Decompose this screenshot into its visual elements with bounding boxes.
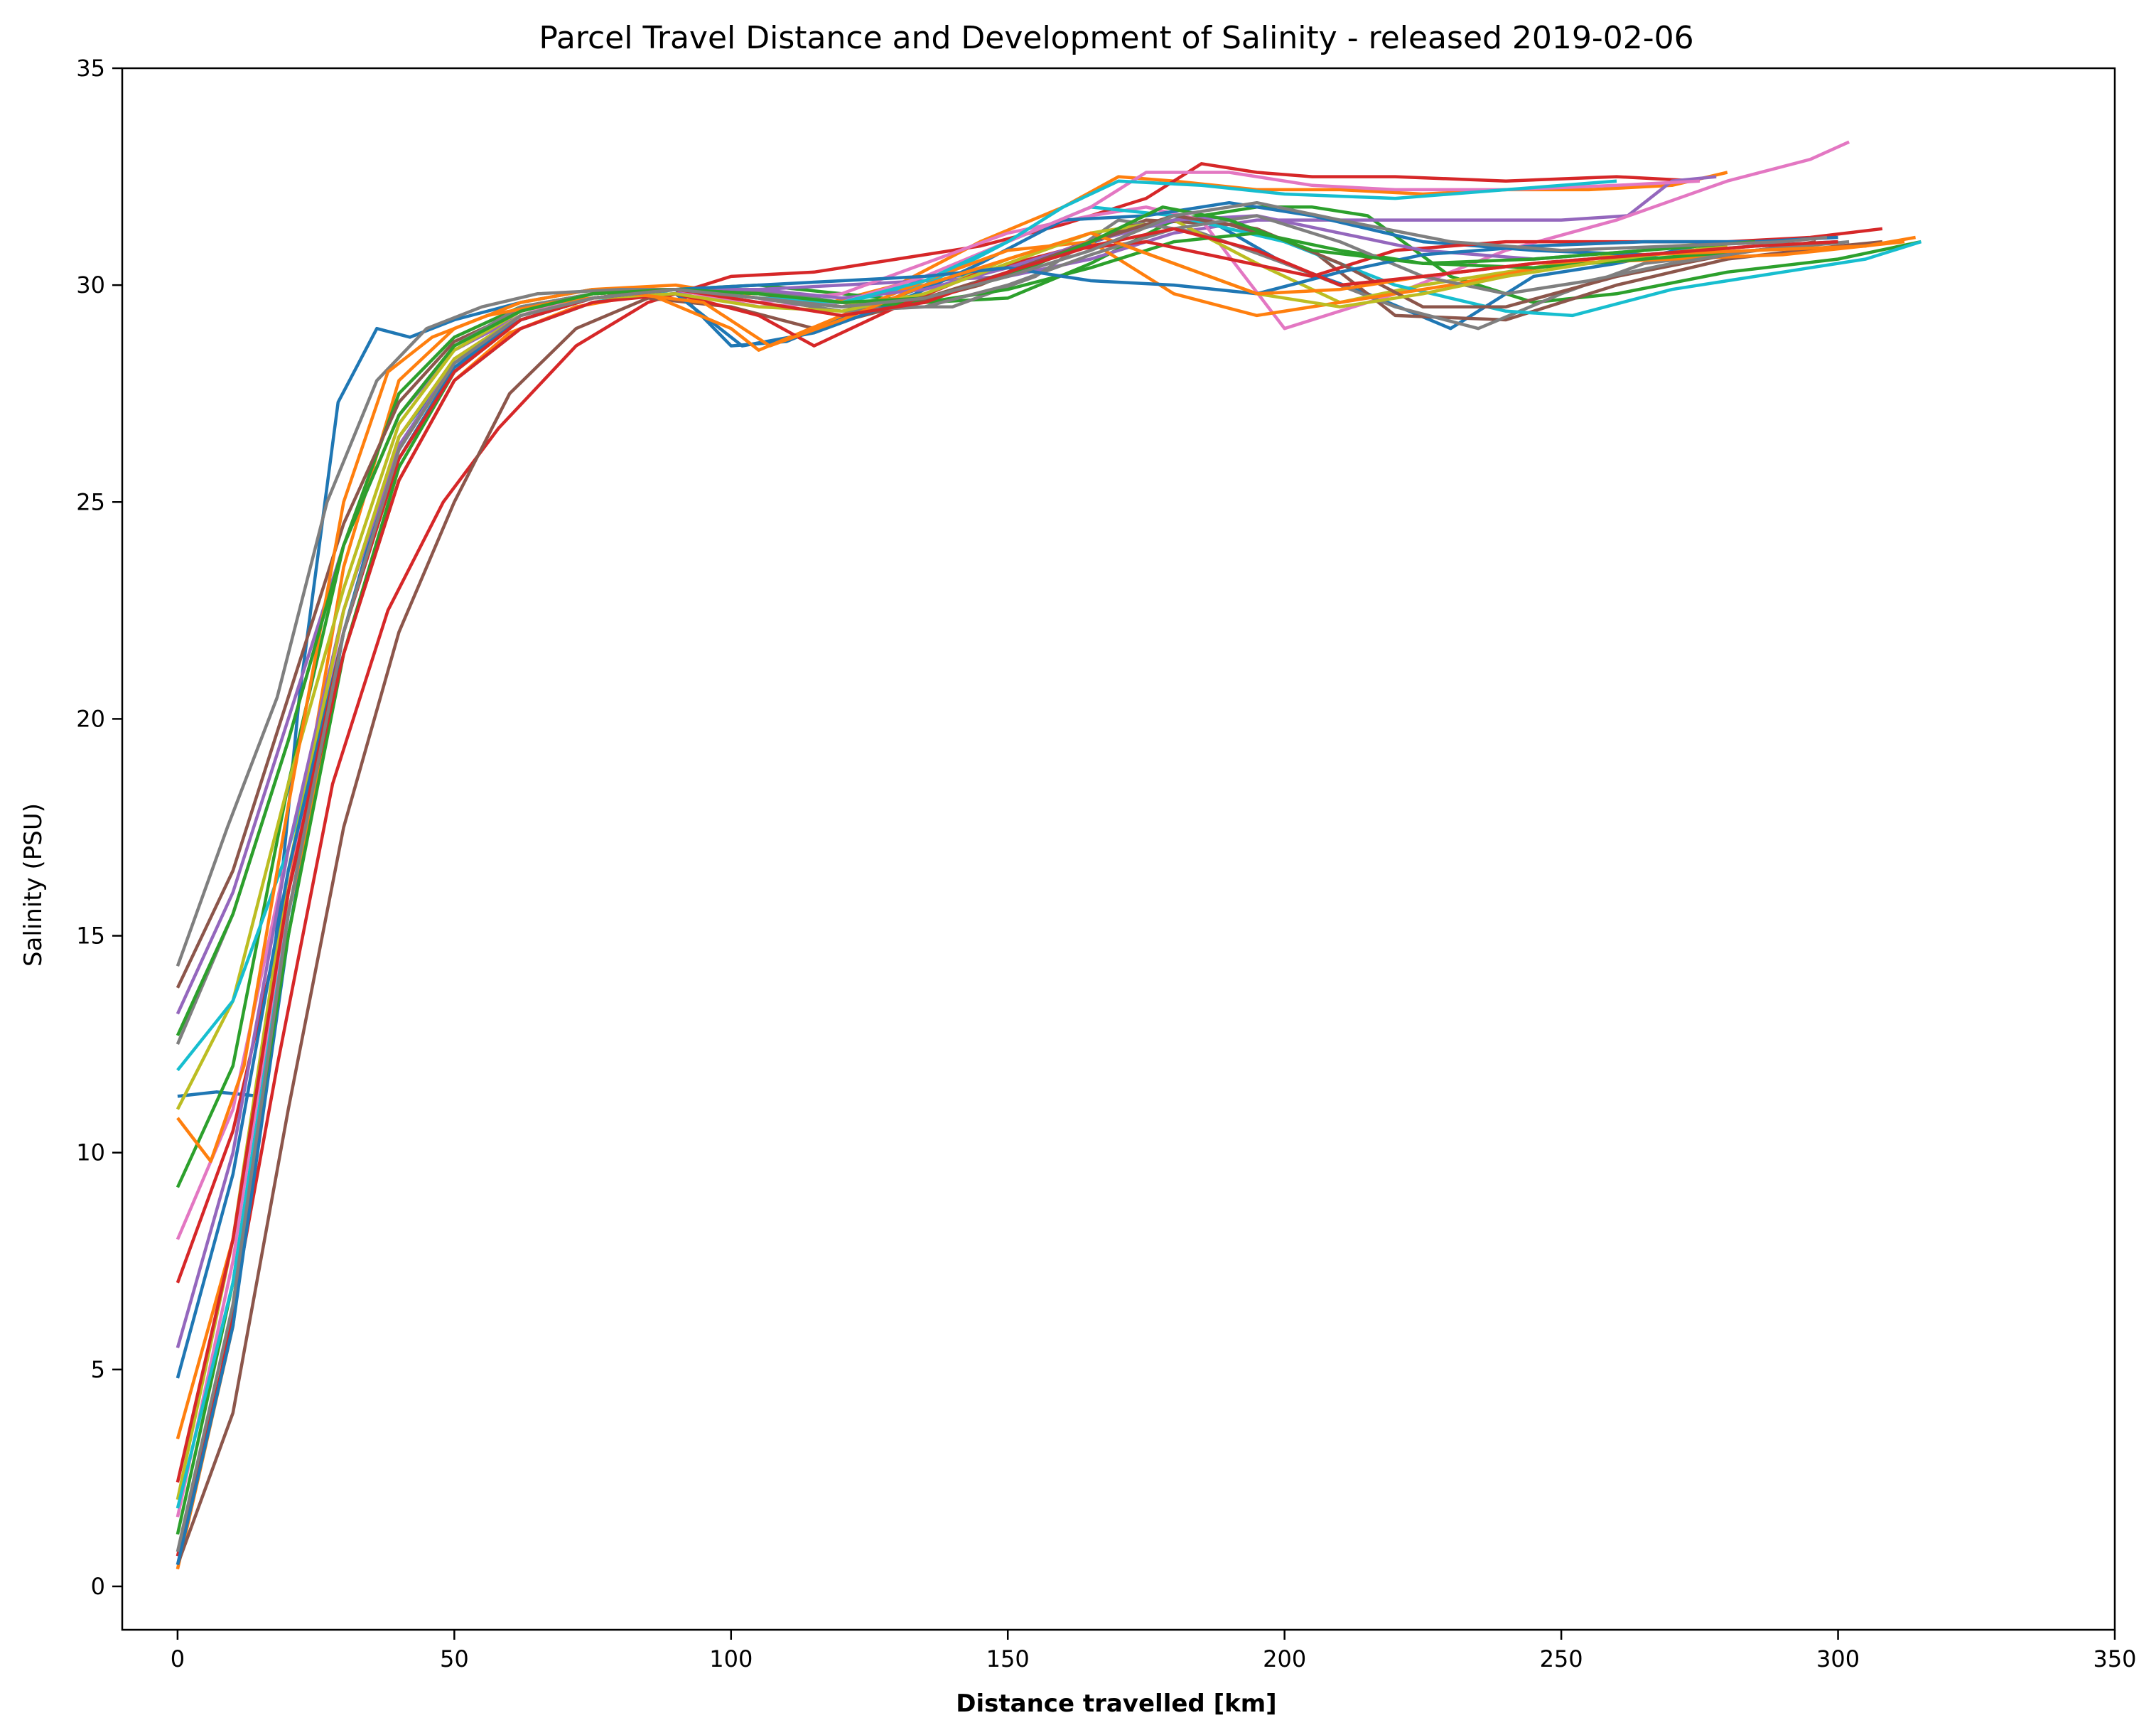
y-tick-label: 25 <box>76 488 105 515</box>
x-tick-label: 0 <box>171 1645 185 1672</box>
x-tick-label: 200 <box>1263 1645 1306 1672</box>
x-axis-label: Distance travelled [km] <box>956 1689 1276 1718</box>
x-tick-label: 300 <box>1816 1645 1860 1672</box>
series-line-parcel-04 <box>176 162 1700 1557</box>
y-tick-label: 5 <box>91 1356 105 1383</box>
y-axis-label: Salinity (PSU) <box>19 803 48 967</box>
y-tick-label: 35 <box>76 55 105 82</box>
y-axis-ticks: 0 5 10 15 20 25 30 35 <box>76 55 122 1600</box>
x-tick-label: 350 <box>2093 1645 2136 1672</box>
series-line-parcel-19 <box>176 231 1728 1500</box>
x-tick-label: 250 <box>1540 1645 1583 1672</box>
y-tick-label: 0 <box>91 1573 105 1600</box>
y-tick-label: 15 <box>76 923 105 950</box>
y-tick-label: 10 <box>76 1139 105 1166</box>
series-line-parcel-23 <box>176 205 1755 1036</box>
chart-title: Parcel Travel Distance and Development o… <box>539 20 1693 56</box>
series-line-parcel-13 <box>176 231 1838 1535</box>
x-tick-label: 100 <box>709 1645 753 1672</box>
series-layer <box>176 140 1922 1570</box>
x-axis-ticks: 0 50 100 150 200 250 300 350 <box>171 1630 2137 1672</box>
axes-frame <box>121 67 2116 1631</box>
x-tick-label: 150 <box>986 1645 1030 1672</box>
y-tick-label: 20 <box>76 705 105 732</box>
series-line-parcel-11 <box>176 200 1838 1566</box>
plot-area: 0 50 100 150 200 250 300 350 0 5 10 15 20 25 30 35 <box>76 55 2136 1672</box>
series-line-parcel-25 <box>176 200 1828 1552</box>
y-tick-label: 30 <box>76 272 105 299</box>
x-tick-label: 50 <box>440 1645 469 1672</box>
